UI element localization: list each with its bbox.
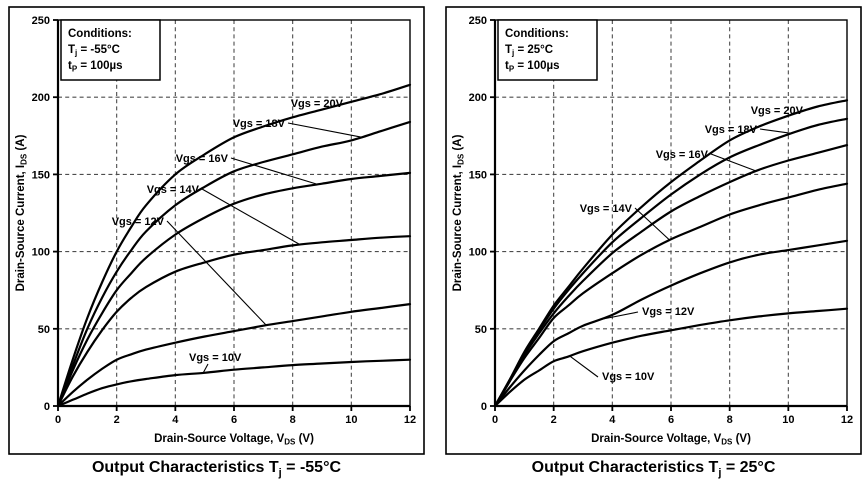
- leader-line: [201, 188, 301, 246]
- leader-line: [166, 220, 267, 326]
- y-axis-label: Drain-Source Current, IDS (A): [15, 134, 29, 291]
- y-tick-label: 250: [32, 15, 50, 27]
- y-axis-label: Drain-Source Current, IDS (A): [452, 134, 466, 291]
- gridlines: [495, 20, 847, 406]
- conditions-box: [60, 19, 161, 81]
- curve-label-vgs-12v: Vgs = 12V: [112, 216, 165, 228]
- x-axis-label: Drain-Source Voltage, VDS (V): [591, 433, 751, 447]
- y-tick-label: 200: [469, 92, 487, 104]
- chart-title-minus55c: Output Characteristics Tj = -55°C: [8, 459, 425, 479]
- curve-label-vgs-10v: Vgs = 10V: [189, 352, 242, 364]
- x-tick-label: 2: [114, 414, 120, 426]
- curve-vgs-18v: [56, 120, 412, 408]
- leader-line: [345, 97, 367, 104]
- leader-line: [287, 122, 362, 138]
- leader-line: [805, 105, 823, 111]
- curve-label-vgs-16v: Vgs = 16V: [176, 153, 229, 165]
- leader-line: [569, 355, 599, 378]
- curve-label-vgs-12v: Vgs = 12V: [642, 306, 695, 318]
- x-tick-label: 0: [492, 414, 498, 426]
- curve-label-vgs-16v: Vgs = 16V: [656, 149, 709, 161]
- curve-vgs-12v: [493, 239, 849, 408]
- curve-vgs-14v: [493, 182, 849, 408]
- curve-vgs-10v: [56, 358, 412, 408]
- curve-vgs-16v: [493, 144, 849, 408]
- y-tick-label: 100: [32, 247, 50, 259]
- curve-label-vgs-18v: Vgs = 18V: [233, 118, 286, 130]
- conditions-box: [497, 19, 598, 81]
- y-tick-label: 0: [44, 401, 50, 413]
- tick-marks: [490, 19, 848, 411]
- chart-svg: 0 50 100 150 200 250 0 2 4 6 8 10 12 Drain-Source Vol…: [8, 6, 425, 455]
- chart-title-text: Output Characteristics T: [91, 459, 279, 476]
- x-tick-label: 4: [172, 414, 179, 426]
- leader-line: [599, 311, 639, 321]
- y-tick-label: 0: [481, 401, 487, 413]
- curve-vgs-18v: [493, 117, 849, 408]
- curve-vgs-20v: [56, 83, 412, 408]
- x-tick-label: 4: [609, 414, 616, 426]
- y-tick-label: 150: [32, 169, 50, 181]
- chart-panel-25c: 0 50 100 150 200 250 0 2 4 6 8 10 12 Drain-Source Vol…: [445, 6, 862, 455]
- conditions-line-tp: tP = 100µs: [505, 60, 560, 74]
- y-tick-label: 150: [469, 169, 487, 181]
- chart-title-text: Output Characteristics T: [531, 459, 719, 476]
- leader-line: [759, 128, 792, 134]
- x-tick-label: 8: [290, 414, 296, 426]
- curve-label-vgs-18v: Vgs = 18V: [705, 124, 758, 136]
- x-tick-label: 2: [551, 414, 557, 426]
- chart-title-suffix: = 25°C: [721, 459, 776, 476]
- curve-vgs-12v: [56, 303, 412, 408]
- curve-label-vgs-20v: Vgs = 20V: [751, 105, 804, 117]
- x-tick-label: 6: [668, 414, 674, 426]
- leader-line: [230, 157, 318, 185]
- chart-svg: 0 50 100 150 200 250 0 2 4 6 8 10 12 Drain-Source Vol…: [445, 6, 862, 455]
- leader-line: [202, 363, 209, 374]
- conditions-line-tp: tP = 100µs: [68, 60, 123, 74]
- x-tick-label: 6: [231, 414, 237, 426]
- conditions-heading: Conditions:: [68, 28, 132, 40]
- chart-title-subscript: j: [278, 467, 282, 480]
- curve-vgs-14v: [56, 235, 412, 408]
- x-tick-label: 10: [345, 414, 357, 426]
- chart-title-25c: Output Characteristics Tj = 25°C: [445, 459, 862, 479]
- curve-vgs-10v: [493, 307, 849, 408]
- chart-panel-minus55c: 0 50 100 150 200 250 0 2 4 6 8 10 12 Drain-Source Vol…: [8, 6, 425, 455]
- y-tick-label: 100: [469, 247, 487, 259]
- curve-label-vgs-10v: Vgs = 10V: [602, 371, 655, 383]
- chart-title-subscript: j: [718, 467, 722, 480]
- conditions-heading: Conditions:: [505, 28, 569, 40]
- x-tick-label: 12: [841, 414, 853, 426]
- panel-frame: [445, 6, 862, 455]
- x-tick-label: 10: [782, 414, 794, 426]
- x-tick-label: 8: [727, 414, 733, 426]
- panel-frame: [8, 6, 425, 455]
- curve-label-vgs-14v: Vgs = 14V: [580, 203, 633, 215]
- y-tick-label: 200: [32, 92, 50, 104]
- curve-label-vgs-20v: Vgs = 20V: [291, 98, 344, 110]
- x-tick-label: 12: [404, 414, 416, 426]
- y-tick-label: 50: [475, 324, 487, 336]
- x-axis-label: Drain-Source Voltage, VDS (V): [154, 433, 314, 447]
- leader-line: [710, 153, 757, 172]
- curve-vgs-16v: [56, 171, 412, 408]
- y-tick-label: 250: [469, 15, 487, 27]
- conditions-line-tj: Tj = 25°C: [505, 44, 553, 58]
- x-tick-label: 0: [55, 414, 61, 426]
- y-tick-label: 50: [38, 324, 50, 336]
- chart-title-suffix: = -55°C: [281, 459, 342, 476]
- leader-line: [634, 207, 670, 241]
- conditions-line-tj: Tj = -55°C: [68, 44, 120, 58]
- curve-label-vgs-14v: Vgs = 14V: [147, 184, 200, 196]
